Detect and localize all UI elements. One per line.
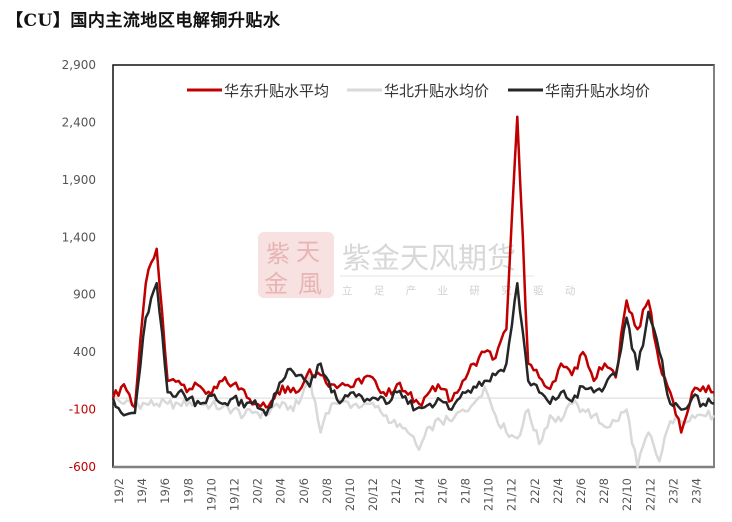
legend-item-east[interactable]: 华东升贴水平均 <box>187 82 329 100</box>
watermark-logo-icon <box>258 232 334 298</box>
y-tick-label: -100 <box>69 403 96 417</box>
watermark-slogan: 立 足 产 业 研 究 驱 动 <box>342 284 584 297</box>
y-tick-label: 900 <box>73 288 96 302</box>
x-tick-label: 19/4 <box>135 478 149 504</box>
x-tick-label: 23/4 <box>690 478 704 504</box>
x-tick-label: 19/6 <box>158 478 172 504</box>
logo-char-4: 風 <box>298 270 322 298</box>
legend-item-south[interactable]: 华南升贴水均价 <box>508 82 650 100</box>
x-tick-label: 20/8 <box>320 478 334 504</box>
y-tick-label: 1,400 <box>62 230 96 244</box>
x-tick-label: 21/4 <box>412 478 426 504</box>
x-tick-label: 19/10 <box>204 478 218 511</box>
x-tick-label: 21/8 <box>459 478 473 504</box>
series-line-south <box>111 281 715 417</box>
x-tick-label: 21/10 <box>482 478 496 511</box>
series-group <box>111 115 716 469</box>
y-axis: 2,900 2,400 1,900 1,400 900 400 -100 -600 <box>62 58 96 474</box>
legend: 华东升贴水平均 华北升贴水均价 华南升贴水均价 <box>187 82 650 100</box>
y-tick-label: -600 <box>69 460 96 474</box>
x-tick-label: 20/10 <box>343 478 357 511</box>
legend-label-south: 华南升贴水均价 <box>545 82 650 100</box>
legend-label-north: 华北升贴水均价 <box>384 82 489 100</box>
y-tick-label: 400 <box>73 345 96 359</box>
series-line-north <box>112 373 716 469</box>
y-tick-label: 2,400 <box>62 115 96 129</box>
x-tick-label: 20/4 <box>274 478 288 504</box>
watermark: 紫 天 金 風 紫金天风期货 立 足 产 业 研 究 驱 动 <box>258 232 584 298</box>
x-tick-label: 20/6 <box>297 478 311 504</box>
x-tick-label: 22/2 <box>528 478 542 504</box>
x-tick-label: 23/2 <box>666 478 680 504</box>
logo-char-1: 紫 <box>266 240 290 268</box>
x-tick-label: 22/12 <box>643 478 657 511</box>
logo-char-2: 天 <box>296 238 320 266</box>
x-tick-label: 22/8 <box>597 478 611 504</box>
x-tick-label: 19/12 <box>228 478 242 511</box>
x-tick-label: 22/4 <box>551 478 565 504</box>
legend-label-east: 华东升贴水平均 <box>224 82 329 100</box>
x-tick-label: 21/6 <box>435 478 449 504</box>
x-tick-label: 22/10 <box>620 478 634 511</box>
x-tick-label: 19/2 <box>112 478 126 504</box>
x-tick-label: 21/2 <box>389 478 403 504</box>
x-axis: 19/2 19/4 19/6 19/8 19/10 19/12 20/2 20/4 20/6 20… <box>112 478 704 511</box>
x-tick-label: 22/6 <box>574 478 588 504</box>
x-tick-label: 19/8 <box>181 478 195 504</box>
legend-item-north[interactable]: 华北升贴水均价 <box>347 82 489 100</box>
y-tick-label: 2,900 <box>62 58 96 72</box>
x-tick-label: 20/12 <box>366 478 380 511</box>
logo-char-3: 金 <box>264 270 288 298</box>
x-tick-label: 20/2 <box>251 478 265 504</box>
y-tick-label: 1,900 <box>62 173 96 187</box>
chart-title: 【CU】国内主流地区电解铜升贴水 <box>6 11 281 31</box>
watermark-company: 紫金天风期货 <box>342 241 516 275</box>
x-tick-label: 21/12 <box>505 478 519 511</box>
